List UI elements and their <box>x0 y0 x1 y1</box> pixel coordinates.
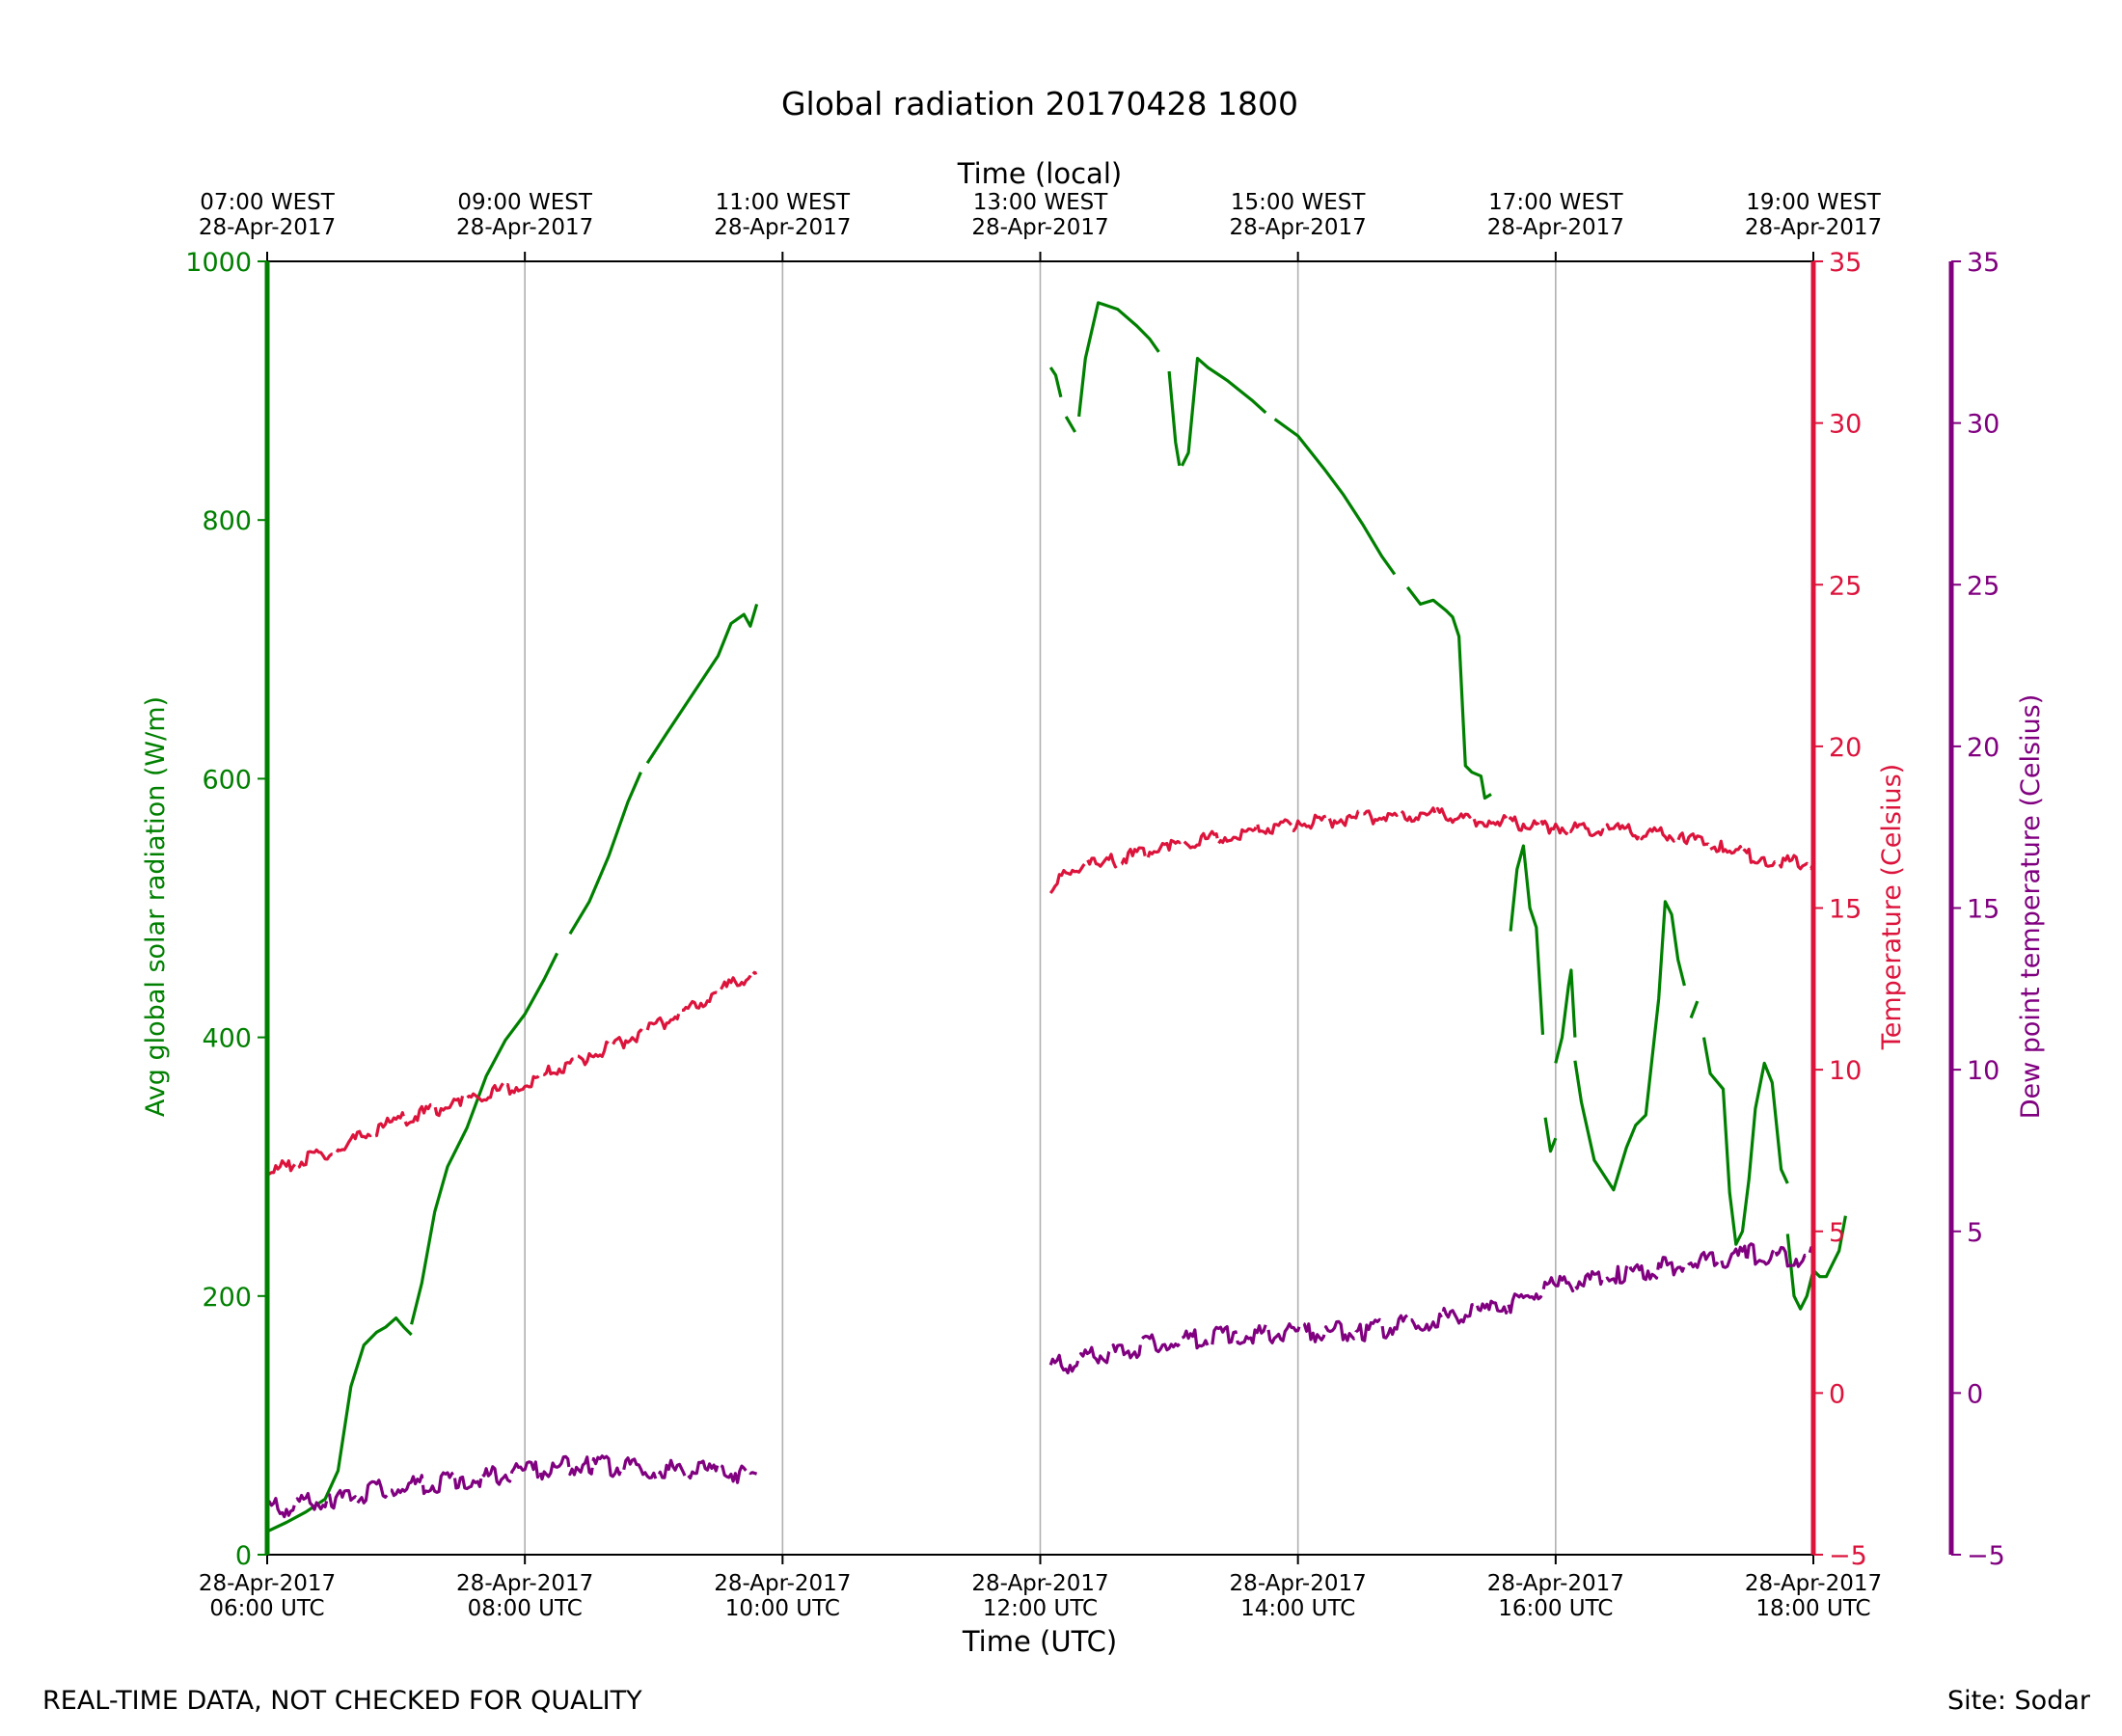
y2-tick-label: 0 <box>1829 1379 1845 1409</box>
y-tick-label: 800 <box>202 506 252 536</box>
series-line-radiation <box>266 1316 413 1533</box>
series-line-radiation <box>1077 301 1160 418</box>
y3-tick-label: 15 <box>1967 895 2000 925</box>
quality-disclaimer: REAL-TIME DATA, NOT CHECKED FOR QUALITY <box>42 1686 642 1716</box>
x-tick-label: 28-Apr-2017 <box>1745 1571 1882 1596</box>
series-line-radiation <box>1048 366 1063 398</box>
x-tick-label: 14:00 UTC <box>1240 1596 1355 1621</box>
top-x-tick-label: 17:00 WEST <box>1488 190 1623 215</box>
x-tick-label: 28-Apr-2017 <box>456 1571 593 1596</box>
x-tick-label: 28-Apr-2017 <box>199 1571 336 1596</box>
series-line-radiation <box>1689 1000 1700 1019</box>
series-line-dewpoint <box>265 1454 758 1519</box>
x-tick-label: 28-Apr-2017 <box>714 1571 851 1596</box>
y3-tick-label: 0 <box>1967 1379 1983 1409</box>
top-x-tick-label: 28-Apr-2017 <box>199 215 336 240</box>
y3-tick-label: 10 <box>1967 1056 2000 1086</box>
x-tick-label: 18:00 UTC <box>1755 1596 1870 1621</box>
series-line-radiation <box>1543 1117 1558 1153</box>
top-axis-label: Time (local) <box>957 157 1122 190</box>
series-line-radiation <box>1167 370 1182 467</box>
top-x-tick-label: 28-Apr-2017 <box>456 215 593 240</box>
y2-tick-label: 30 <box>1829 410 1862 440</box>
series-line-radiation <box>1554 968 1577 1064</box>
x-tick-label: 16:00 UTC <box>1498 1596 1613 1621</box>
series-line-temperature <box>266 969 758 1177</box>
y-tick-label: 0 <box>235 1541 252 1571</box>
top-x-tick-label: 28-Apr-2017 <box>1745 215 1882 240</box>
series-line-temperature <box>1048 806 1815 895</box>
plot-area <box>265 301 1847 1533</box>
site-label: Site: Sodar <box>1947 1686 2090 1716</box>
x-tick-label: 08:00 UTC <box>468 1596 583 1621</box>
series-line-radiation <box>1273 418 1397 576</box>
y-axis-label: Avg global solar radiation (W/m) <box>141 696 171 1117</box>
y3-tick-label: −5 <box>1967 1541 2005 1571</box>
y-tick-label: 200 <box>202 1283 252 1313</box>
y3-tick-label: 5 <box>1967 1218 1983 1248</box>
top-x-tick-label: 28-Apr-2017 <box>1487 215 1624 240</box>
y2-tick-label: 25 <box>1829 571 1862 601</box>
y-tick-label: 400 <box>202 1024 252 1054</box>
series-line-radiation <box>1785 1215 1847 1311</box>
y2-tick-label: 20 <box>1829 733 1862 763</box>
y3-tick-label: 20 <box>1967 733 2000 763</box>
series-line-radiation <box>568 772 642 936</box>
x-axis-label: Time (UTC) <box>962 1625 1117 1658</box>
top-x-tick-label: 13:00 WEST <box>973 190 1108 215</box>
top-x-tick-label: 09:00 WEST <box>457 190 592 215</box>
x-tick-label: 10:00 UTC <box>725 1596 840 1621</box>
x-tick-label: 12:00 UTC <box>983 1596 1098 1621</box>
top-x-tick-label: 28-Apr-2017 <box>971 215 1108 240</box>
x-tick-label: 28-Apr-2017 <box>971 1571 1108 1596</box>
top-x-tick-label: 11:00 WEST <box>716 190 851 215</box>
x-tick-label: 28-Apr-2017 <box>1230 1571 1367 1596</box>
y2-tick-label: 10 <box>1829 1056 1862 1086</box>
top-x-tick-label: 15:00 WEST <box>1231 190 1366 215</box>
series-line-radiation <box>410 952 559 1325</box>
y3-tick-label: 35 <box>1967 248 2000 278</box>
y3-axis-label: Dew point temperature (Celsius) <box>2016 694 2046 1120</box>
series-line-radiation <box>1064 416 1076 433</box>
y-tick-label: 1000 <box>185 248 252 278</box>
x-tick-label: 28-Apr-2017 <box>1487 1571 1624 1596</box>
series-line-radiation <box>1509 844 1545 1035</box>
y2-axis-label: Temperature (Celsius) <box>1877 764 1907 1050</box>
top-x-tick-label: 28-Apr-2017 <box>714 215 851 240</box>
top-x-tick-label: 19:00 WEST <box>1746 190 1881 215</box>
series-line-radiation <box>1701 1037 1789 1246</box>
series-line-radiation <box>1180 357 1267 467</box>
y2-tick-label: 35 <box>1829 248 1862 278</box>
series-line-radiation <box>1405 585 1492 800</box>
top-x-tick-label: 07:00 WEST <box>200 190 335 215</box>
y2-tick-label: −5 <box>1829 1541 1867 1571</box>
y3-tick-label: 25 <box>1967 571 2000 601</box>
chart-title: Global radiation 20170428 1800 <box>781 85 1298 122</box>
y-tick-label: 600 <box>202 765 252 795</box>
x-tick-label: 06:00 UTC <box>209 1596 324 1621</box>
top-x-tick-label: 28-Apr-2017 <box>1230 215 1367 240</box>
y2-tick-label: 5 <box>1829 1218 1845 1248</box>
y2-tick-label: 15 <box>1829 895 1862 925</box>
series-line-dewpoint <box>1048 1242 1815 1375</box>
series-line-radiation <box>1573 900 1686 1192</box>
series-line-radiation <box>645 603 759 765</box>
y3-tick-label: 30 <box>1967 410 2000 440</box>
